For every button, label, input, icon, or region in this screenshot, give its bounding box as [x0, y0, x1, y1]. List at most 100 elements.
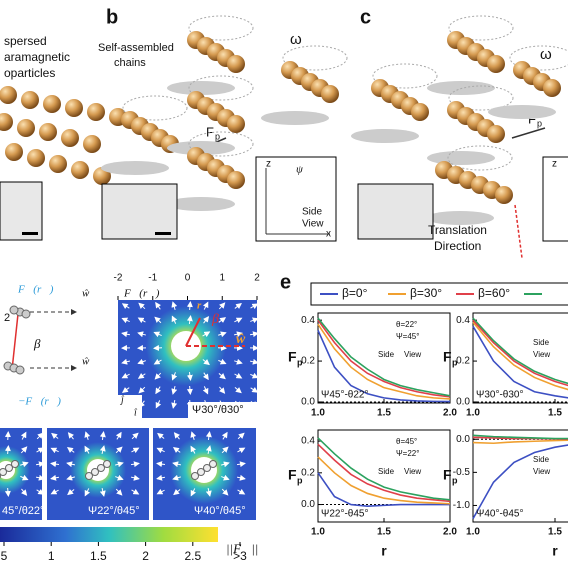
particle: [91, 468, 99, 476]
index: 2: [4, 312, 10, 324]
particle: [27, 149, 45, 167]
particle: [87, 103, 105, 121]
particle: [487, 125, 505, 143]
shadow: [261, 111, 329, 125]
caption: Ψ22°-θ45°: [321, 509, 369, 520]
trace: [448, 15, 514, 41]
caption: aramagnetic: [4, 50, 70, 64]
field-arrow: [99, 487, 106, 497]
y-label-sub: p: [452, 357, 458, 367]
particle: [209, 460, 217, 468]
arrow: [514, 204, 523, 259]
inset-label: View: [533, 350, 550, 359]
field-arrow: [138, 302, 146, 310]
r-vector: [185, 317, 201, 347]
caption: Ψ40°-θ45°: [476, 509, 524, 520]
field-arrow: [115, 488, 123, 496]
x-label: r: [552, 543, 558, 559]
trace: [509, 45, 568, 71]
trace: [188, 75, 254, 101]
inset-label: View: [404, 467, 421, 476]
field-arrow: [202, 372, 209, 381]
field-arrow: [218, 373, 226, 380]
field-arrow: [250, 303, 259, 310]
field-arrow: [50, 461, 60, 468]
field-arrow: [67, 489, 75, 496]
legend-label: β=30°: [410, 286, 442, 300]
particle: [49, 155, 67, 173]
field-arrow: [50, 488, 59, 495]
x-tick-label: 2: [254, 273, 260, 284]
x-tick-label: 1.5: [548, 408, 562, 419]
particle: [0, 86, 17, 104]
field-arrow: [35, 461, 45, 468]
particle: [97, 464, 105, 472]
field-arrow: [249, 358, 259, 365]
field-arrow: [219, 386, 226, 394]
panel-e: e β=0° β=30° β=60° 0.0 0.2 0.4 1.0 1.5 2.0 Ψ45°-θ…: [280, 271, 568, 559]
field-arrow: [156, 447, 165, 454]
curve: [317, 323, 451, 400]
caption: Ψ40°/θ45°: [194, 505, 246, 517]
field-arrow: [155, 301, 162, 310]
particle: [71, 161, 89, 179]
particle: [21, 91, 39, 109]
trace: [282, 45, 348, 71]
x-tick-label: 1.5: [377, 408, 391, 419]
panel-label: b: [106, 6, 118, 28]
field-arrow: [36, 488, 45, 495]
x-tick-label: -2: [114, 273, 123, 284]
field-arrow: [171, 315, 178, 324]
side: Side: [302, 207, 322, 218]
r: r⃗: [197, 300, 210, 312]
caption: Direction: [434, 239, 481, 253]
curve: [472, 434, 568, 440]
trace: [122, 95, 188, 121]
x-tick-label: 1.5: [548, 527, 562, 538]
field-arrow: [234, 302, 242, 309]
y-tick-label: 0.2: [301, 356, 315, 367]
panel-c: c ω F p z Translation Direction: [351, 6, 568, 259]
caption: Ψ30°-θ30°: [476, 390, 524, 401]
trace: [372, 63, 438, 89]
curve: [472, 439, 568, 445]
w: ŵ: [82, 356, 90, 368]
field-arrow: [172, 474, 181, 481]
omega: ω: [540, 46, 552, 63]
y-tick-label: 0.0: [301, 397, 315, 408]
force: F: [206, 124, 214, 139]
legend-label: β=60°: [478, 286, 510, 300]
field-arrow: [218, 331, 227, 338]
shadow: [488, 105, 556, 119]
map-arrows: [0, 431, 246, 497]
field-arrow: [84, 431, 91, 440]
field-arrow: [236, 474, 246, 481]
field-axis: -2 -1 0 1 2: [114, 273, 260, 300]
force: F⃗(r⃗): [123, 288, 160, 300]
field-arrow: [221, 474, 230, 481]
particle: [17, 119, 35, 137]
field-arrow: [157, 432, 165, 439]
field-arrow: [153, 344, 163, 351]
arrow: [11, 313, 19, 371]
axis: z: [552, 159, 557, 170]
field-arrow: [137, 372, 146, 379]
colorbar-tick-label: 5: [1, 549, 8, 563]
inset-label: θ=45°: [396, 437, 417, 446]
field-arrow: [50, 447, 59, 454]
w: ŵ: [235, 332, 246, 347]
particle: [0, 113, 13, 131]
field-arrow: [250, 317, 259, 324]
force: F: [528, 111, 536, 126]
particle: [39, 123, 57, 141]
particle: [197, 468, 205, 476]
field-arrow: [99, 445, 106, 455]
field-arrow: [171, 301, 178, 310]
x-tick-label: 1.0: [466, 408, 480, 419]
field-arrow: [171, 399, 178, 409]
field-arrow: [190, 431, 197, 440]
y-tick-label: 0.0: [456, 434, 470, 445]
colorbar-tick-label: >3: [233, 549, 247, 563]
field-arrow: [205, 445, 212, 455]
field-arrow: [186, 385, 193, 395]
